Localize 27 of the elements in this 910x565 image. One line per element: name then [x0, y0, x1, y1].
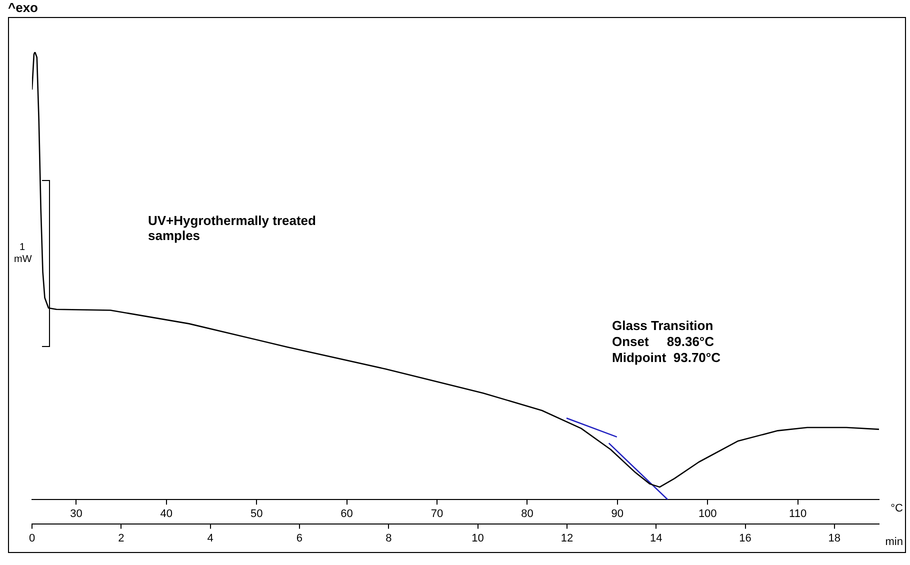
- x-tick-label: 2: [118, 532, 124, 544]
- x2-tick-label: 80: [521, 508, 534, 520]
- x2-tick-label: 30: [70, 508, 82, 520]
- text: 1 mW: [14, 242, 32, 266]
- annotation: Glass Transition: [612, 318, 714, 333]
- x2-tick-label: 110: [789, 508, 807, 520]
- annotation: Onset 89.36°C: [612, 334, 714, 349]
- x2-tick-label: 100: [698, 508, 717, 520]
- x2-tick-label: 60: [340, 508, 353, 520]
- x2-tick-label: 70: [430, 508, 444, 520]
- x2-tick-label: 50: [250, 508, 263, 520]
- x2-tick-label: 90: [611, 508, 624, 520]
- x2-axis-title: °C: [890, 502, 904, 515]
- x-axis-title: min: [885, 536, 903, 548]
- x-tick-label: 6: [296, 532, 303, 544]
- x-tick-label: 10: [472, 532, 484, 544]
- x-tick-label: 14: [650, 532, 662, 544]
- x-tick-label: 18: [828, 532, 841, 544]
- x-tick-label: 0: [28, 532, 36, 544]
- x2-tick-label: 40: [160, 508, 173, 520]
- x-tick-label: 12: [560, 532, 574, 544]
- annotation: Midpoint 93.70°C: [612, 350, 720, 365]
- y-axis-title: ^exo: [8, 0, 38, 15]
- x-tick-label: 16: [739, 532, 752, 544]
- x-tick-label: 4: [207, 532, 214, 544]
- x-tick-label: 8: [386, 532, 392, 544]
- annotation: UV+Hygrothermally treated samples: [148, 213, 316, 243]
